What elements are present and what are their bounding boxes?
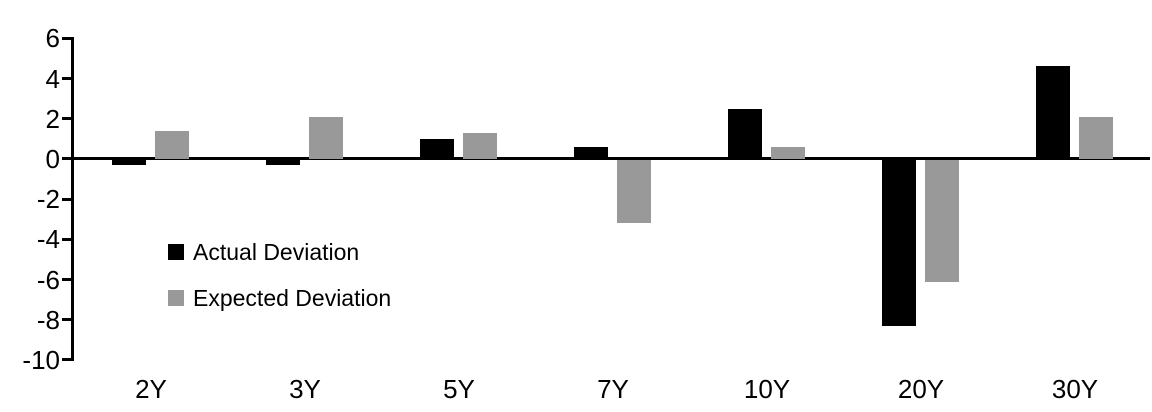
x-tick-label-10y: 10Y <box>743 374 791 404</box>
y-tick-mark <box>62 157 72 161</box>
legend-item-actual-deviation: Actual Deviation <box>168 240 391 264</box>
y-tick-label: 4 <box>45 63 60 94</box>
y-tick-label: -10 <box>22 344 60 375</box>
x-tick-label-3y: 3Y <box>289 374 321 404</box>
y-tick-label: -6 <box>36 264 60 295</box>
bar-actual-deviation-7y <box>574 146 608 159</box>
y-tick-mark <box>62 318 72 322</box>
y-tick-mark <box>62 237 72 241</box>
y-tick-mark <box>62 117 72 121</box>
legend-label-expected-deviation: Expected Deviation <box>193 285 392 311</box>
x-axis-zero-line <box>72 157 1150 161</box>
legend-label-actual-deviation: Actual Deviation <box>193 239 360 265</box>
y-tick-label: 2 <box>45 103 60 134</box>
bar-expected-deviation-2y <box>155 130 189 159</box>
x-tick-label-2y: 2Y <box>135 374 167 404</box>
bar-expected-deviation-30y <box>1079 116 1113 159</box>
x-tick-label-30y: 30Y <box>1051 374 1099 404</box>
legend-item-expected-deviation: Expected Deviation <box>168 286 391 310</box>
x-tick-label-20y: 20Y <box>897 374 945 404</box>
legend-swatch-actual-deviation <box>168 244 184 260</box>
bar-actual-deviation-3y <box>266 160 300 165</box>
y-tick-mark <box>62 358 72 362</box>
x-tick-label-7y: 7Y <box>597 374 629 404</box>
legend: Actual Deviation Expected Deviation <box>168 240 391 310</box>
y-tick-label: 6 <box>45 23 60 54</box>
y-tick-label: -2 <box>36 184 60 215</box>
legend-swatch-expected-deviation <box>168 290 184 306</box>
y-tick-mark <box>62 197 72 201</box>
bar-actual-deviation-2y <box>112 160 146 165</box>
bar-expected-deviation-20y <box>925 160 959 282</box>
bar-expected-deviation-7y <box>617 160 651 224</box>
bar-actual-deviation-20y <box>882 160 916 326</box>
x-tick-label-5y: 5Y <box>443 374 475 404</box>
bar-expected-deviation-10y <box>771 146 805 159</box>
y-tick-label: -8 <box>36 304 60 335</box>
y-tick-mark <box>62 36 72 40</box>
bar-actual-deviation-30y <box>1036 66 1070 159</box>
y-tick-label: 0 <box>45 143 60 174</box>
y-tick-mark <box>62 278 72 281</box>
bar-expected-deviation-3y <box>309 116 343 159</box>
y-tick-mark <box>62 77 72 80</box>
bar-expected-deviation-5y <box>463 132 497 159</box>
y-axis-line <box>71 36 74 362</box>
y-tick-label: -4 <box>36 224 60 255</box>
bar-actual-deviation-10y <box>728 108 762 159</box>
bar-actual-deviation-5y <box>420 138 454 159</box>
